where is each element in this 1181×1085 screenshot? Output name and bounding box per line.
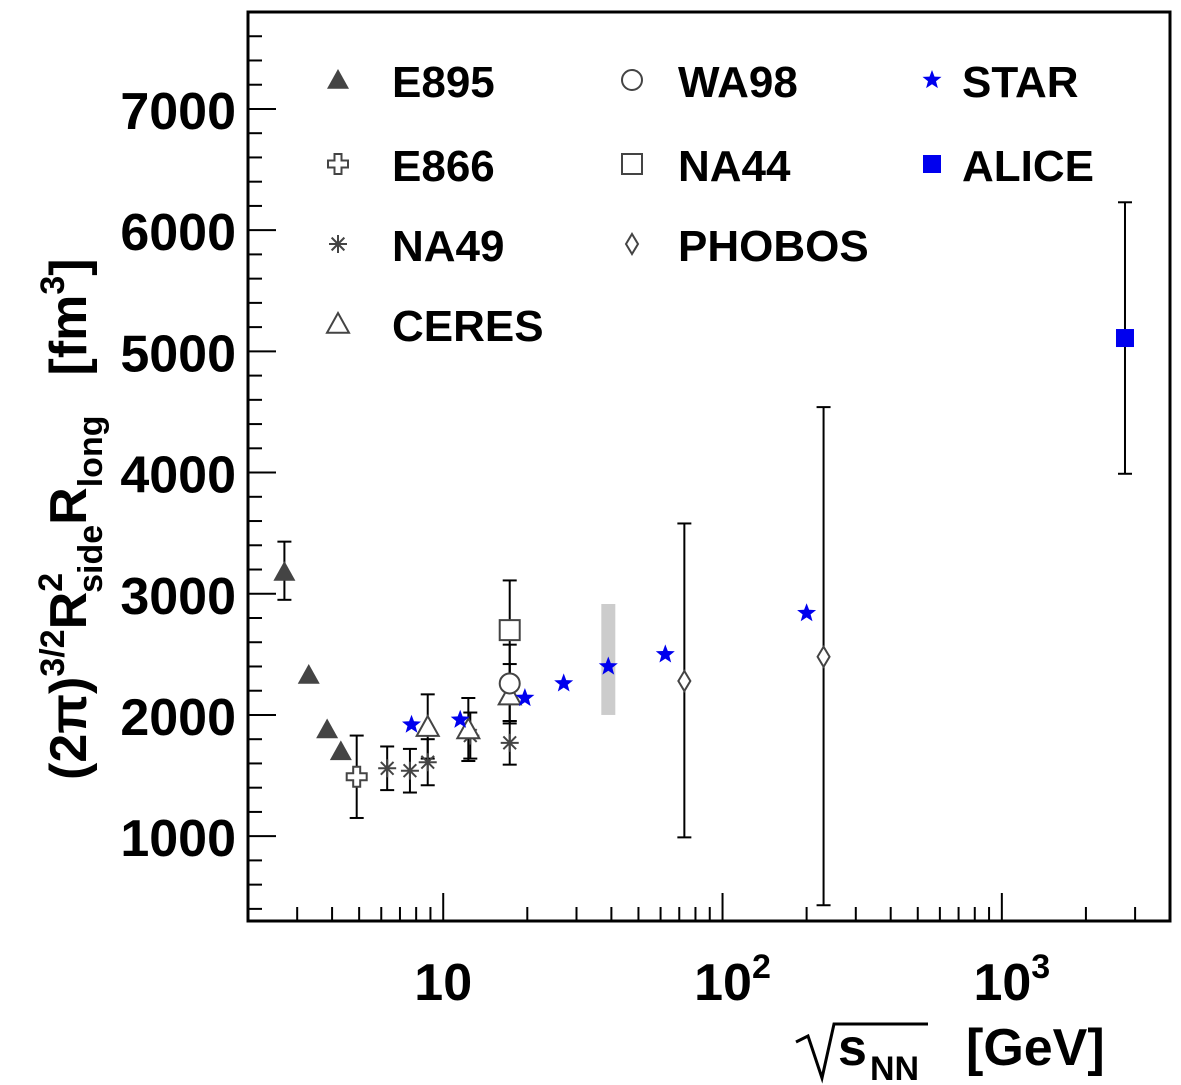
y-title-r2-sub: long	[72, 416, 110, 488]
legend-marker-na49	[329, 235, 347, 253]
legend-label-e866: E866	[392, 142, 495, 191]
data-point-na49	[400, 761, 419, 780]
y-tick-label: 6000	[120, 204, 236, 262]
x-tick-label: 102	[694, 948, 771, 1012]
y-tick-label: 5000	[120, 325, 236, 383]
legend-marker-star	[922, 70, 942, 89]
data-point-alice	[1115, 329, 1134, 348]
data-point-star	[598, 656, 618, 675]
legend-label-star: STAR	[962, 58, 1079, 107]
legend-label-na44: NA44	[678, 142, 791, 191]
data-point-na49	[418, 753, 437, 772]
legend-label-ceres: CERES	[392, 302, 544, 351]
data-point-ceres	[497, 682, 523, 706]
x-tick-label: 10	[414, 954, 472, 1012]
x-axis-unit: [GeV]	[966, 1019, 1105, 1077]
axis-ticks	[247, 35, 1171, 921]
data-point-e895	[273, 560, 296, 581]
sqrt-sign	[795, 1022, 928, 1084]
legend-label-e895: E895	[392, 58, 495, 107]
legend-marker-ceres	[325, 310, 351, 334]
data-points	[273, 329, 1134, 788]
data-point-e895	[297, 663, 320, 684]
data-point-star	[797, 603, 817, 622]
y-title-prefix: (2π)	[40, 677, 98, 780]
x-tick-label: 103	[973, 948, 1050, 1012]
y-title-r1-sup: 2	[32, 573, 70, 592]
x-axis-root: s	[838, 1019, 867, 1077]
data-point-wa98	[498, 672, 521, 695]
legend-marker-e895	[327, 69, 349, 89]
legend-marker-na44	[621, 153, 643, 175]
legend-marker-alice	[923, 155, 941, 173]
y-title-unit-close: ]	[40, 258, 98, 275]
data-point-star	[402, 714, 421, 733]
svg-text:(2π)3/2R2sideRlong[fm3]: (2π)3/2R2sideRlong[fm3]	[32, 258, 110, 780]
legend-label-wa98: WA98	[678, 58, 798, 107]
data-point-ceres	[455, 716, 482, 740]
y-tick-label: 4000	[120, 447, 236, 505]
y-title-r2: R	[40, 487, 98, 525]
legend-label-alice: ALICE	[962, 142, 1094, 191]
y-axis-title: (2π)3/2R2sideRlong[fm3]	[32, 258, 110, 780]
data-point-na49	[500, 733, 519, 752]
data-point-star	[655, 644, 675, 663]
data-point-star	[450, 709, 470, 728]
legend-label-phobos: PHOBOS	[678, 222, 869, 271]
y-title-unit-sup: 3	[34, 276, 72, 295]
tick-labels: 1000 2000 3000 4000 5000 6000 7000 10 102 103	[120, 83, 1050, 1012]
data-point-e866	[345, 765, 368, 788]
legend-marker-phobos	[624, 232, 640, 256]
y-title-r1: R	[40, 592, 98, 630]
data-point-phobos	[816, 644, 831, 669]
data-point-na49	[378, 759, 397, 778]
y-title-unit: [fm	[40, 295, 98, 376]
legend-marker-wa98	[621, 69, 643, 91]
y-tick-label: 2000	[120, 689, 236, 747]
y-title-r1-sub: side	[72, 525, 110, 593]
data-point-phobos	[677, 669, 692, 693]
legend-label-na49: NA49	[392, 222, 505, 271]
y-tick-label: 7000	[120, 83, 236, 141]
y-tick-label: 1000	[120, 810, 236, 868]
legend: E895 E866 NA49 CERES WA98 NA44 PHOBOS STAR ALICE	[325, 58, 1094, 351]
data-point-star	[515, 688, 535, 707]
y-title-exp: 3/2	[34, 629, 72, 676]
data-point-na44	[498, 619, 521, 642]
x-axis-title: s NN [GeV]	[795, 1019, 1105, 1085]
data-point-star	[554, 673, 574, 692]
data-point-ceres	[415, 714, 441, 737]
x-axis-sub: NN	[870, 1050, 919, 1085]
y-tick-label: 3000	[120, 568, 236, 626]
data-point-e895	[329, 740, 352, 761]
legend-marker-e866	[327, 153, 349, 175]
data-point-e895	[316, 718, 339, 739]
